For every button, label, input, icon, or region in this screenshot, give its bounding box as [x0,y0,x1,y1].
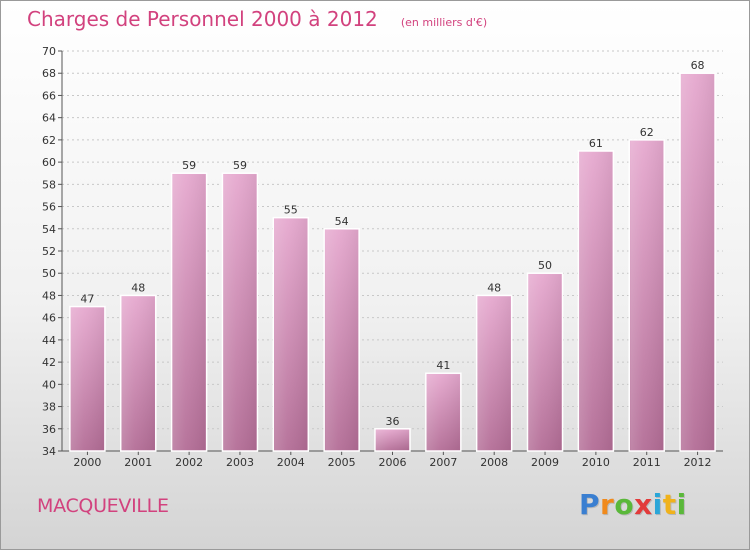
logo-letter: o [614,488,635,521]
data-label-2002: 59 [182,159,196,172]
bar-shine [426,374,460,450]
chart-subtitle: (en milliers d'€) [400,16,488,29]
logo-letter: i [676,488,687,521]
bar-shine [376,429,409,450]
y-tick-label: 36 [42,423,56,436]
x-tick-label-2005: 2005 [328,456,356,469]
grid-layer [62,50,723,452]
data-label-2003: 59 [233,159,247,172]
x-tick-label-2011: 2011 [633,456,661,469]
y-tick-label: 54 [42,223,56,236]
y-tick-label: 60 [42,156,56,169]
bar-shine [121,296,155,450]
logo-letter: i [652,488,663,521]
bar-shine [274,218,308,450]
title-row: Charges de Personnel 2000 à 2012 (en mil… [27,7,487,31]
logo-letter: x [634,488,653,521]
logo-letter: P [579,488,601,521]
y-tick-label: 38 [42,401,56,414]
y-tick-label: 58 [42,178,56,191]
proxiti-logo: Proxiti [579,488,687,521]
data-label-2006: 36 [386,415,400,428]
bar-layer [69,72,716,452]
x-tick-label-2000: 2000 [73,456,101,469]
x-tick-label-2010: 2010 [582,456,610,469]
data-label-2010: 61 [589,137,603,150]
bar-shine [630,140,664,450]
x-tick-label-2003: 2003 [226,456,254,469]
x-tick-label-2012: 2012 [684,456,712,469]
y-tick-label: 62 [42,134,56,147]
y-tick-label: 34 [42,445,56,458]
data-label-2001: 48 [131,281,145,294]
y-tick-label: 66 [42,89,56,102]
x-tick-label-2001: 2001 [124,456,152,469]
y-tick-label: 40 [42,378,56,391]
x-tick-label-2007: 2007 [429,456,457,469]
y-tick-label: 42 [42,356,56,369]
axis-layer: 34 36 38 40 42 44 46 48 50 52 54 56 58 60 62 64 66 68 70 20… [42,45,723,469]
y-tick-label: 44 [42,334,56,347]
y-tick-label: 64 [42,112,56,125]
data-label-2007: 41 [436,359,450,372]
data-label-2009: 50 [538,259,552,272]
y-tick-label: 70 [42,45,56,58]
data-label-2011: 62 [640,126,654,139]
chart-title: Charges de Personnel 2000 à 2012 [27,7,378,31]
bar-shine [223,174,257,450]
data-label-2004: 55 [284,204,298,217]
y-tick-label: 52 [42,245,56,258]
bar-shine [681,74,715,450]
bar-shine [579,152,613,450]
bar-shine [528,274,562,450]
bar-shine [325,229,359,450]
x-tick-label-2002: 2002 [175,456,203,469]
x-tick-label-2008: 2008 [480,456,508,469]
y-tick-label: 48 [42,289,56,302]
data-label-2012: 68 [691,59,705,72]
data-label-2000: 47 [80,293,94,306]
y-tick-label: 46 [42,312,56,325]
bar-shine [70,307,104,450]
logo-letter: r [600,488,615,521]
bar-shine [477,296,511,450]
bar-shine [172,174,206,450]
y-tick-label: 56 [42,201,56,214]
x-tick-label-2004: 2004 [277,456,305,469]
data-label-2008: 48 [487,281,501,294]
x-tick-label-2009: 2009 [531,456,559,469]
data-label-2005: 54 [335,215,349,228]
x-tick-label-2006: 2006 [379,456,407,469]
logo-letter: t [662,488,677,521]
y-tick-label: 68 [42,67,56,80]
y-tick-label: 50 [42,267,56,280]
city-name: MACQUEVILLE [37,495,169,517]
label-layer: 47 48 59 59 55 54 36 41 48 50 61 62 68 [80,59,704,428]
